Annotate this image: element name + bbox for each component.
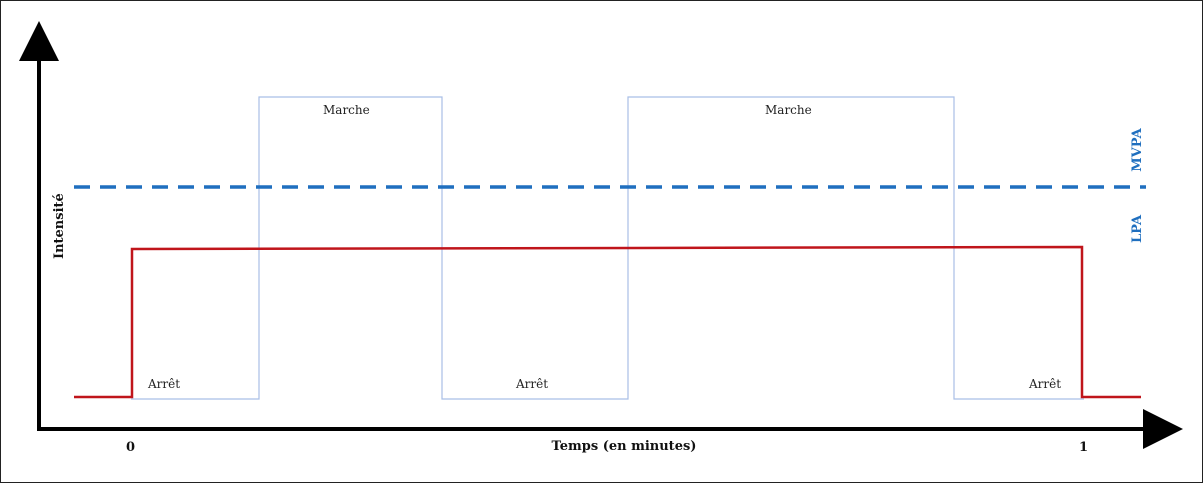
y-axis-label: Intensité xyxy=(52,193,67,259)
threshold-label-lpa: LPA xyxy=(1130,214,1145,243)
x-axis-label: Temps (en minutes) xyxy=(552,439,697,454)
state-label-off-1: Arrêt xyxy=(147,377,180,391)
mean-intensity-line xyxy=(74,245,1141,399)
state-label-on-1: Marche xyxy=(323,103,370,117)
state-label-on-2: Marche xyxy=(765,103,812,117)
state-label-off-3: Arrêt xyxy=(1028,377,1061,391)
state-label-off-2: Arrêt xyxy=(515,377,548,391)
x-tick-label-1: 1 xyxy=(1079,440,1088,455)
threshold-label-mvpa: MVPA xyxy=(1130,127,1145,171)
x-tick-label-0: 0 xyxy=(126,440,135,455)
